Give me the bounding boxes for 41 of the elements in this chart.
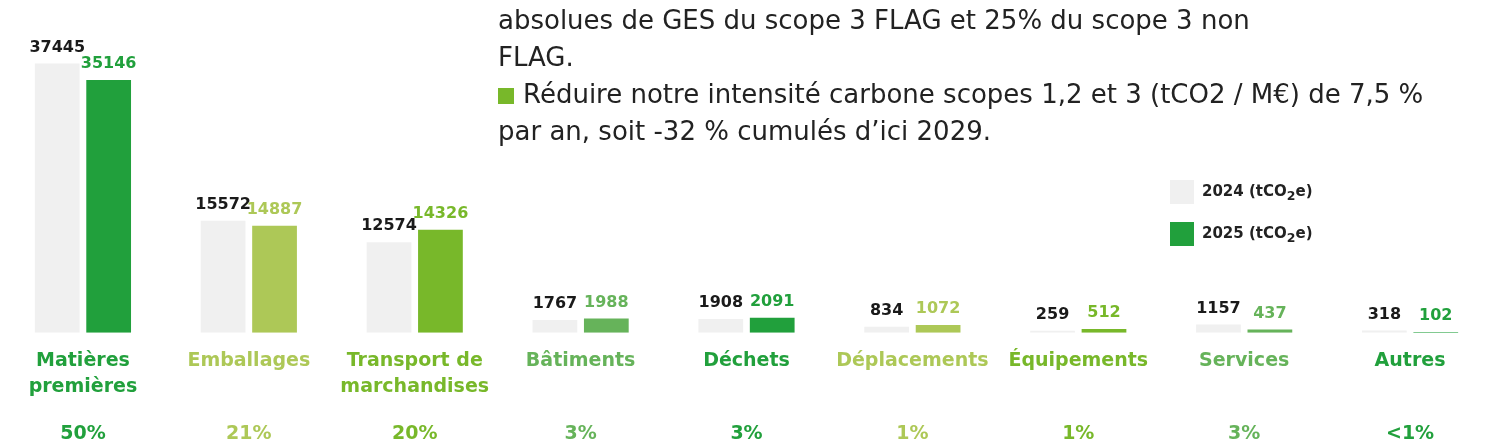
x-tick-label: Déchets	[703, 348, 790, 371]
data-label: 2091	[749, 290, 795, 310]
data-label: 1072	[915, 298, 961, 318]
x-tick-label: Autres	[1374, 348, 1446, 371]
x-tick-label: Transport de marchandises	[340, 348, 490, 397]
data-label: 37445	[29, 36, 86, 56]
x-tick-label: Services	[1199, 348, 1290, 371]
data-label: 102	[1419, 305, 1453, 325]
x-tick-label: Emballages	[187, 348, 311, 371]
bar	[749, 317, 795, 333]
legend-label: 2024 (tCO$_{2}$e)	[1202, 181, 1313, 203]
text: 1%	[1062, 421, 1095, 444]
x-tick-label: Matières premières	[28, 348, 138, 397]
bar	[418, 229, 463, 333]
data-label: 1988	[584, 291, 629, 311]
data-label: 512	[1087, 302, 1121, 322]
bar	[86, 79, 132, 333]
text: <1%	[1385, 421, 1435, 444]
text: 50%	[60, 421, 106, 444]
data-label: 834	[869, 299, 904, 319]
text: 20%	[391, 421, 438, 444]
data-label: 1767	[532, 293, 578, 313]
x-tick-label: Déplacements	[836, 348, 989, 371]
data-label: 437	[1253, 302, 1287, 322]
bar	[252, 225, 297, 333]
annotation: absolues de GES du scope 3 FLAG et 25% du scope 3 non FLAG.	[498, 4, 1251, 74]
data-label: 35146	[80, 53, 137, 73]
data-label: 318	[1367, 303, 1402, 323]
annotation: Réduire notre intensité carbone scopes 1,2 et 3 (tCO2 / M€) de 7,5 % par an, soit -32 % cumulés d’ici 2029.	[498, 78, 1425, 148]
text: 3%	[730, 421, 763, 444]
data-label: 259	[1035, 303, 1070, 323]
bar	[583, 318, 629, 333]
text: 3%	[564, 421, 597, 444]
x-tick-label: Équipements	[1008, 348, 1149, 371]
data-label: 1908	[698, 292, 744, 312]
text: 3%	[1228, 421, 1261, 444]
data-label: 1157	[1196, 297, 1241, 317]
legend-label: 2025 (tCO$_{2}$e)	[1202, 223, 1313, 245]
x-tick-label: Bâtiments	[525, 348, 636, 371]
text: 21%	[226, 421, 272, 444]
text: 1%	[896, 421, 929, 444]
